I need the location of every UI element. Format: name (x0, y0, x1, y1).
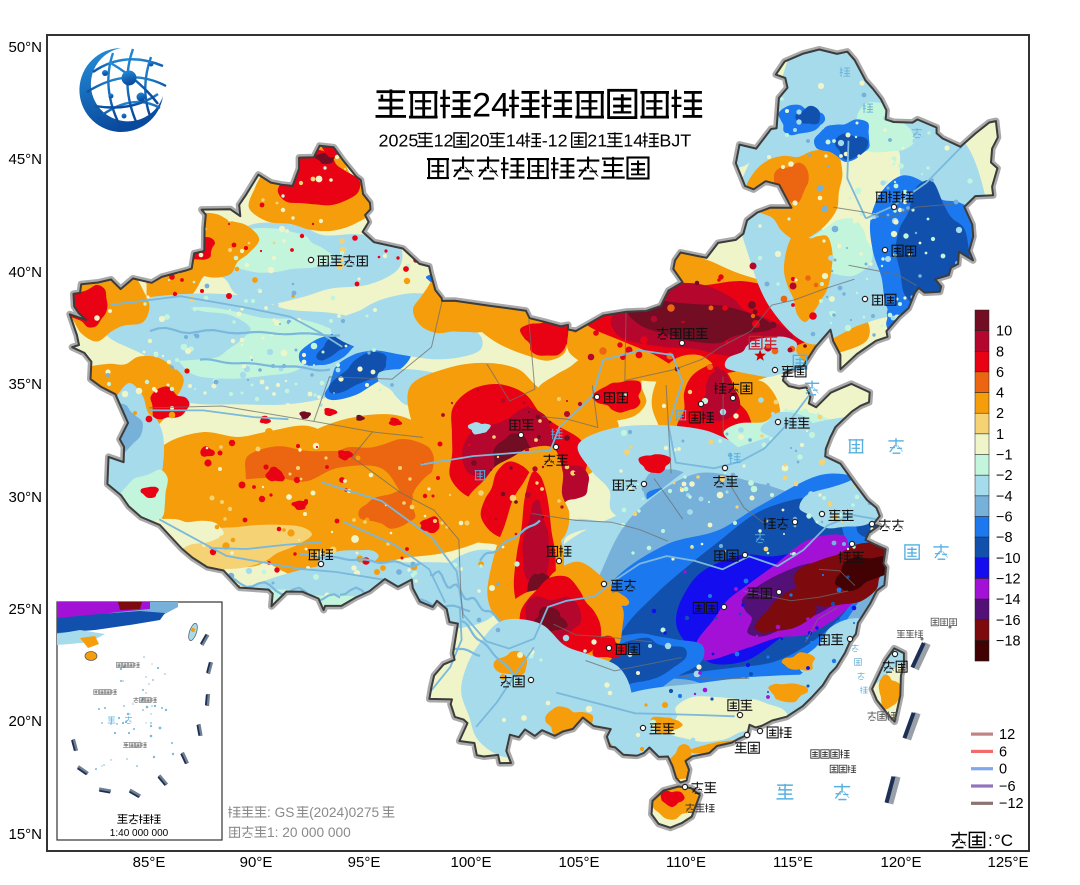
svg-text:21: 21 (587, 131, 607, 151)
svg-text:−1: −1 (996, 448, 1013, 464)
svg-text:6: 6 (996, 365, 1004, 381)
svg-text:15°N: 15°N (8, 826, 42, 843)
svg-text:−18: −18 (996, 633, 1021, 649)
svg-text:1: 1 (996, 427, 1004, 443)
svg-text:0: 0 (999, 762, 1007, 778)
svg-text:−14: −14 (996, 592, 1021, 608)
svg-text:20°N: 20°N (8, 713, 42, 730)
svg-text:−12: −12 (996, 572, 1021, 588)
svg-text:25°N: 25°N (8, 601, 42, 618)
svg-text:8: 8 (996, 344, 1004, 360)
svg-text:95°E: 95°E (348, 854, 381, 871)
svg-text:: GS: : GS (267, 805, 294, 820)
svg-text:24: 24 (472, 86, 510, 124)
svg-text:85°E: 85°E (133, 854, 166, 871)
svg-text:45°N: 45°N (8, 151, 42, 168)
svg-text:−12: −12 (999, 796, 1024, 812)
svg-text:35°N: 35°N (8, 376, 42, 393)
svg-text:120°E: 120°E (880, 854, 921, 871)
svg-text:−2: −2 (996, 468, 1013, 484)
svg-text:50°N: 50°N (8, 39, 42, 56)
svg-text:4: 4 (996, 386, 1004, 402)
svg-text:110°E: 110°E (666, 854, 706, 871)
svg-text:−6: −6 (999, 779, 1016, 795)
svg-text:20: 20 (470, 131, 490, 151)
svg-text:2: 2 (996, 406, 1004, 422)
svg-text:°C: °C (994, 831, 1013, 850)
svg-text:100°E: 100°E (450, 854, 491, 871)
svg-text:12: 12 (999, 727, 1015, 743)
svg-text:−6: −6 (996, 510, 1013, 526)
svg-text:1:40 000 000: 1:40 000 000 (110, 828, 169, 839)
svg-text:−16: −16 (996, 613, 1021, 629)
svg-text:90°E: 90°E (240, 854, 273, 871)
svg-text:2025: 2025 (379, 131, 419, 151)
svg-text::: : (988, 831, 993, 850)
svg-text:12: 12 (434, 131, 454, 151)
svg-text:(2024)0275: (2024)0275 (309, 805, 379, 820)
svg-text:105°E: 105°E (558, 854, 599, 871)
svg-text:14: 14 (623, 131, 643, 151)
svg-text:BJT: BJT (659, 131, 691, 151)
svg-text:115°E: 115°E (773, 854, 813, 871)
svg-text:30°N: 30°N (8, 489, 42, 506)
svg-text:−4: −4 (996, 489, 1013, 505)
svg-text:10: 10 (996, 324, 1012, 340)
svg-text:40°N: 40°N (8, 264, 42, 281)
svg-text:-12: -12 (542, 131, 568, 151)
svg-text:−8: −8 (996, 530, 1013, 546)
svg-text:−10: −10 (996, 551, 1021, 567)
svg-text:1: 20 000 000: 1: 20 000 000 (267, 825, 351, 840)
svg-text:125°E: 125°E (987, 854, 1028, 871)
svg-text:14: 14 (506, 131, 526, 151)
svg-text:6: 6 (999, 744, 1007, 760)
